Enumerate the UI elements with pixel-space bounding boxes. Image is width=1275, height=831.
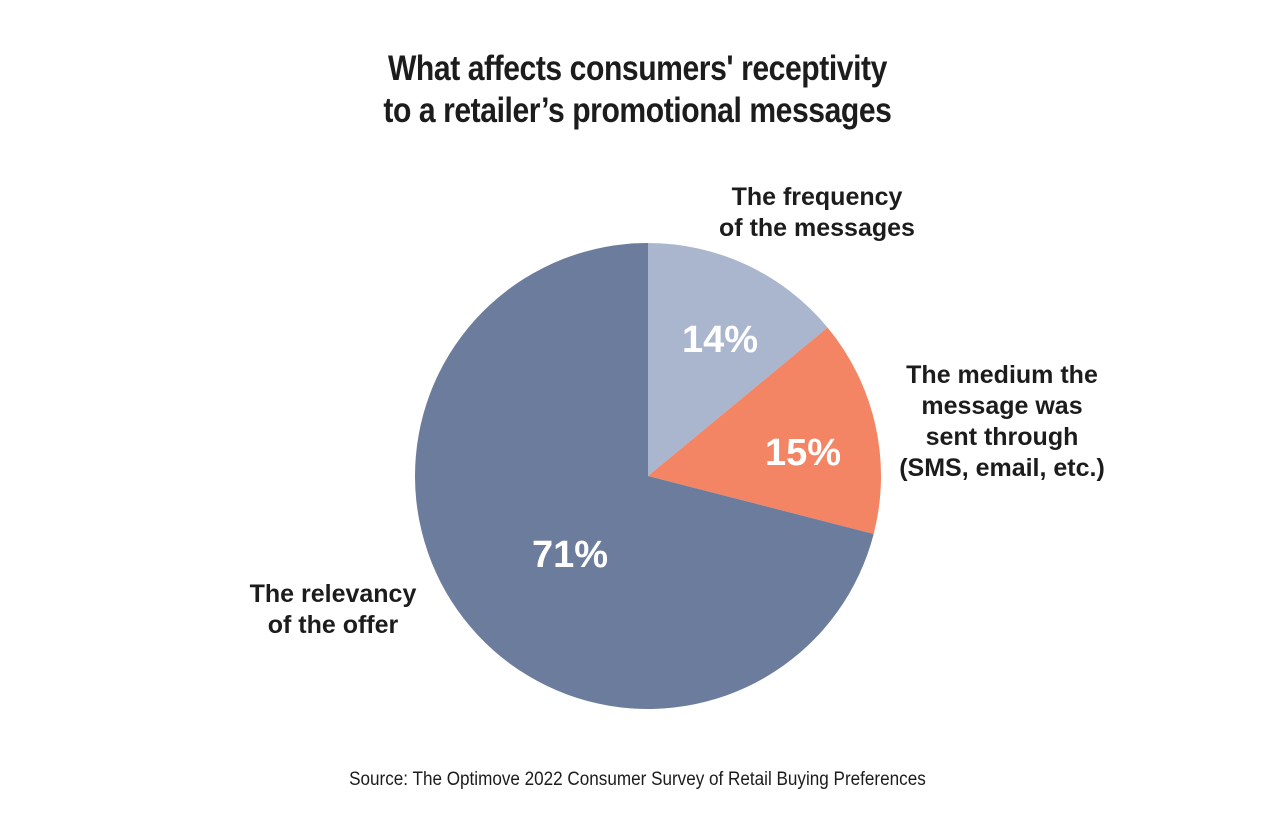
- pie-value-labels: 14% 15% 71%: [532, 319, 841, 576]
- pie-value-label-2: 15%: [765, 432, 841, 474]
- chart-title-line-2: to a retailer’s promotional messages: [383, 91, 892, 130]
- pie-value-label-3: 71%: [532, 534, 608, 576]
- pie-category-label-1-line-1: The frequency: [732, 183, 903, 211]
- pie-category-label-3-line-1: The relevancy: [250, 580, 417, 608]
- pie-category-label-2: The medium the message was sent through (SM…: [899, 361, 1105, 482]
- pie-category-label-1-line-2: of the messages: [719, 214, 915, 242]
- pie-value-label-1: 14%: [682, 319, 758, 361]
- pie-category-label-2-line-2: message was: [921, 392, 1082, 420]
- pie-category-label-2-line-1: The medium the: [906, 361, 1098, 389]
- chart-title-line-1: What affects consumers' receptivity: [387, 49, 887, 88]
- source-note: Source: The Optimove 2022 Consumer Surve…: [349, 769, 926, 790]
- pie-slice-3: [415, 243, 874, 709]
- pie-category-label-3-line-2: of the offer: [268, 611, 399, 639]
- chart-title: What affects consumers' receptivity to a…: [89, 48, 1186, 132]
- pie-category-label-2-line-4: (SMS, email, etc.): [899, 454, 1105, 482]
- pie-slice-1: [648, 243, 828, 476]
- pie-category-label-1: The frequency of the messages: [719, 183, 915, 242]
- pie-slice-2: [648, 327, 881, 534]
- pie-category-label-3: The relevancy of the offer: [250, 580, 417, 639]
- pie-category-labels: The frequency of the messages The medium t…: [250, 183, 1105, 639]
- pie-category-label-2-line-3: sent through: [926, 423, 1079, 451]
- pie-slices: [415, 243, 881, 709]
